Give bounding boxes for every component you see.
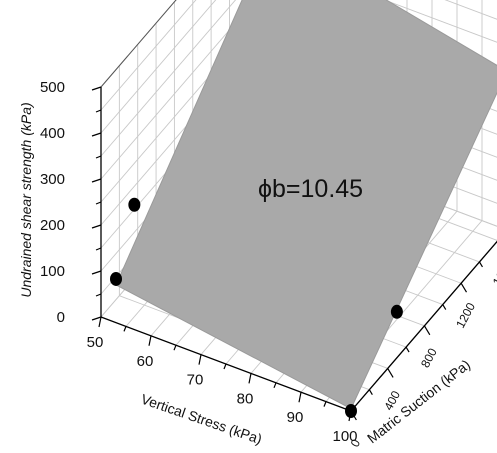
y-tick-label: 800 <box>418 346 440 371</box>
z-tick <box>91 270 102 275</box>
x-tick <box>298 392 302 403</box>
x-tick-label: 80 <box>237 390 254 407</box>
plane-layer <box>115 0 497 410</box>
points-layer <box>110 197 403 418</box>
y-tick <box>405 346 410 353</box>
y-axis-line <box>350 240 497 412</box>
side-wall-gridline <box>100 0 237 157</box>
y-axis-label: Matric Suction (kPa) <box>364 356 473 446</box>
z-tick-label: 0 <box>57 309 65 326</box>
data-point <box>128 197 141 212</box>
z-tick-label: 500 <box>40 79 65 96</box>
x-tick <box>273 382 277 389</box>
y-tick <box>460 282 468 293</box>
side-wall-gridline <box>100 0 197 111</box>
data-point <box>345 404 357 418</box>
z-tick-label: 100 <box>40 263 65 280</box>
x-tick-label: 90 <box>287 409 304 426</box>
z-tick-label: 200 <box>40 217 65 234</box>
z-tick <box>95 155 102 159</box>
phi-b-annotation: ϕb=10.45 <box>258 175 363 203</box>
back-wall-gridline <box>444 0 497 20</box>
z-tick-label: 300 <box>40 171 65 188</box>
x-tick <box>223 363 227 370</box>
z-tick <box>91 86 102 91</box>
y-tick <box>442 304 447 310</box>
x-tick <box>248 373 252 384</box>
x-tick-label: 100 <box>332 428 357 445</box>
x-tick <box>323 401 327 407</box>
y-tick-label: 1600 <box>490 257 497 287</box>
box-edge <box>100 0 177 88</box>
y-tick <box>387 368 394 378</box>
z-tick <box>95 201 102 205</box>
x-tick <box>148 335 152 346</box>
side-wall-gridline <box>100 0 217 134</box>
y-tick <box>478 261 483 268</box>
y-tick <box>368 389 373 396</box>
z-axis-label: Undrained shear strength (kPa) <box>18 102 34 297</box>
data-point <box>110 271 122 286</box>
x-tick <box>198 354 202 365</box>
z-tick <box>95 293 102 297</box>
x-tick-label: 50 <box>87 334 104 351</box>
y-tick <box>423 325 431 336</box>
z-tick <box>91 316 102 321</box>
z-tick <box>95 109 102 113</box>
x-tick <box>173 344 177 351</box>
z-tick <box>91 132 102 137</box>
fitted-plane <box>115 0 497 410</box>
z-tick-label: 400 <box>40 125 65 142</box>
x-tick-label: 60 <box>137 353 154 370</box>
z-tick <box>91 178 102 183</box>
x-tick <box>123 326 127 332</box>
back-wall-gridline <box>383 0 497 43</box>
z-tick <box>95 247 102 251</box>
y-tick-label: 1200 <box>453 300 478 330</box>
x-tick-label: 70 <box>187 372 204 389</box>
z-tick <box>91 224 102 229</box>
x-tick <box>98 316 102 328</box>
data-point <box>390 304 403 319</box>
